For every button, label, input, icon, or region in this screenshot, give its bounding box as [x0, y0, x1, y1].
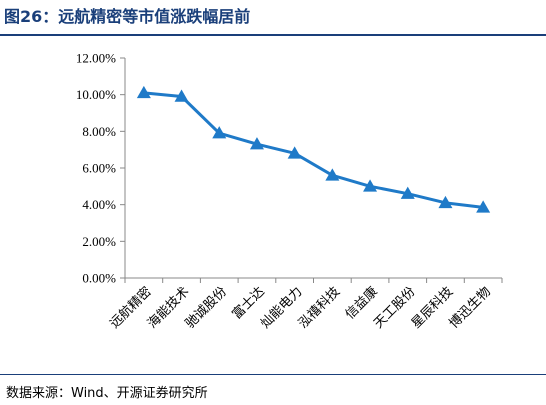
x-category-label: 泓禧科技 [296, 284, 343, 331]
title-divider [0, 34, 546, 36]
data-point-marker [476, 200, 491, 213]
x-category-label: 博迅生物 [447, 284, 494, 331]
y-tick-label: 10.00% [76, 87, 116, 102]
data-point-marker [287, 146, 302, 159]
data-point-marker [363, 179, 378, 192]
data-point-marker [136, 85, 151, 99]
y-tick-label: 2.00% [82, 234, 116, 249]
data-point-marker [174, 89, 189, 102]
data-point-marker [438, 195, 453, 209]
y-tick-label: 8.00% [82, 124, 116, 139]
data-point-marker [212, 126, 227, 139]
data-point-marker [249, 137, 264, 150]
y-tick-label: 12.00% [76, 51, 116, 66]
y-tick-label: 0.00% [82, 271, 116, 286]
series-line [143, 91, 484, 209]
y-tick-label: 4.00% [82, 197, 116, 212]
figure-title: 图26：远航精密等市值涨跌幅居前 [4, 7, 251, 26]
y-tick-label: 6.00% [82, 161, 116, 176]
x-category-label: 驰诚股份 [183, 284, 230, 331]
source-note: 数据来源：Wind、开源证券研究所 [6, 386, 208, 401]
line-chart: 0.00%2.00%4.00%6.00%8.00%10.00%12.00%远航精… [76, 51, 503, 332]
data-point-marker [325, 168, 340, 181]
source-divider [0, 374, 546, 375]
data-point-marker [400, 186, 415, 199]
